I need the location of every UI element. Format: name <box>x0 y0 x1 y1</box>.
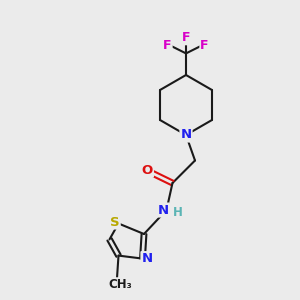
Text: CH₃: CH₃ <box>108 278 132 291</box>
Text: N: N <box>180 128 192 142</box>
Text: S: S <box>110 215 120 229</box>
Text: F: F <box>163 39 172 52</box>
Text: N: N <box>157 203 169 217</box>
Text: F: F <box>200 39 209 52</box>
Text: N: N <box>141 252 153 265</box>
Text: H: H <box>173 206 183 220</box>
Text: O: O <box>142 164 153 177</box>
Text: F: F <box>182 31 190 44</box>
